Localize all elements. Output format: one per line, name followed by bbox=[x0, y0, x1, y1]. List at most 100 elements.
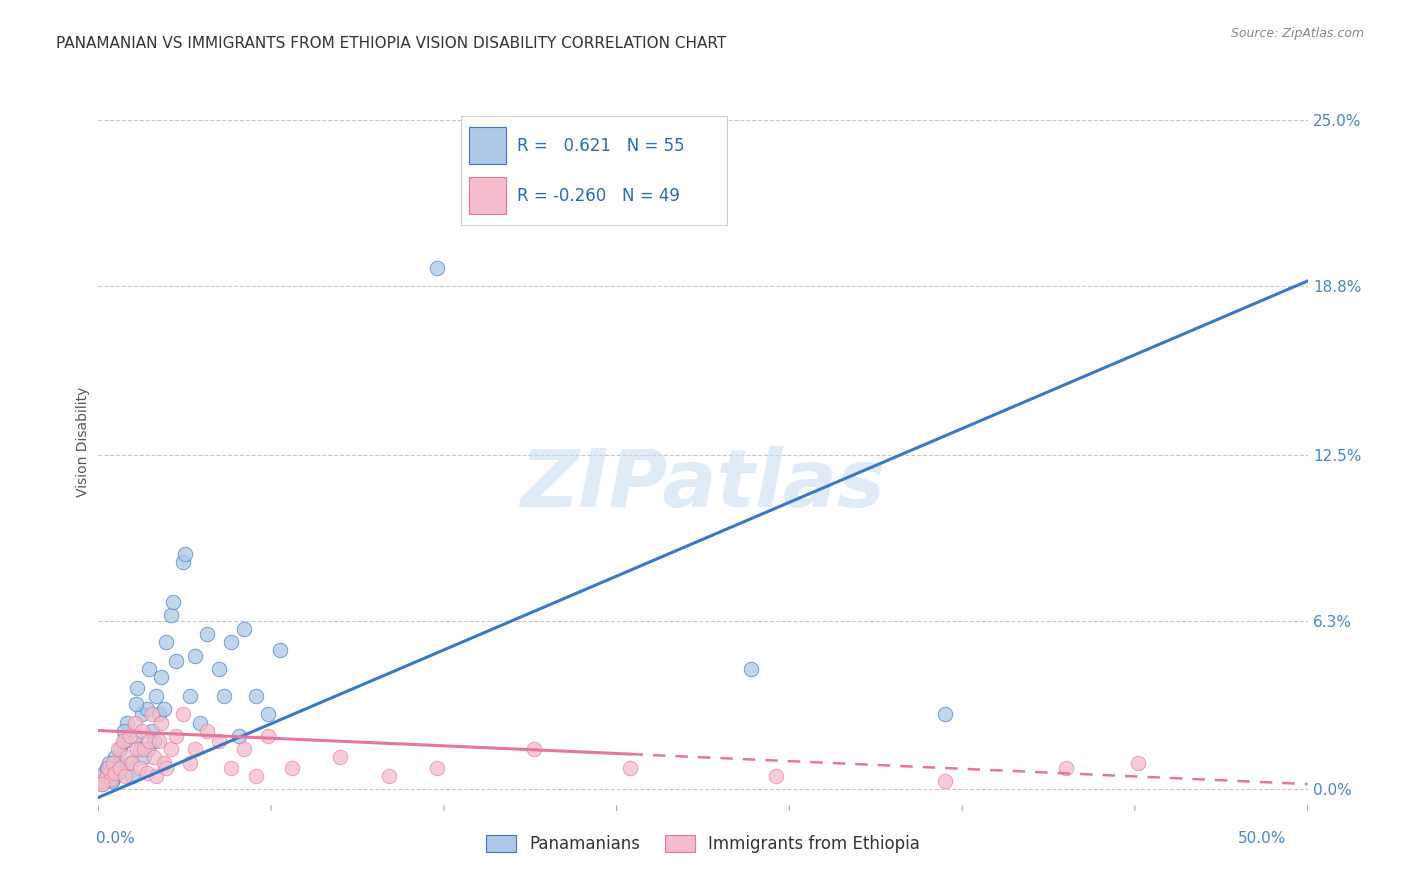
Point bbox=[143, 734, 166, 748]
Point bbox=[152, 756, 174, 770]
Point bbox=[740, 662, 762, 676]
Point bbox=[523, 742, 546, 756]
Text: Source: ZipAtlas.com: Source: ZipAtlas.com bbox=[1230, 27, 1364, 40]
Point bbox=[245, 769, 267, 783]
Text: 50.0%: 50.0% bbox=[1239, 831, 1286, 846]
Point bbox=[114, 769, 136, 783]
Point bbox=[128, 742, 150, 756]
Point bbox=[934, 707, 956, 722]
Point bbox=[256, 729, 278, 743]
Point bbox=[155, 635, 177, 649]
Point bbox=[426, 260, 449, 275]
Point bbox=[111, 758, 134, 772]
Point bbox=[934, 774, 956, 789]
Point bbox=[269, 643, 291, 657]
Point bbox=[765, 769, 787, 783]
Point bbox=[160, 608, 183, 623]
Point bbox=[179, 756, 201, 770]
Point bbox=[131, 707, 153, 722]
Point bbox=[245, 689, 267, 703]
Point bbox=[125, 697, 148, 711]
Point bbox=[117, 715, 139, 730]
Point bbox=[212, 689, 235, 703]
Point bbox=[184, 648, 207, 663]
Point bbox=[150, 670, 173, 684]
Point bbox=[179, 689, 201, 703]
Point bbox=[127, 681, 149, 695]
Point bbox=[619, 761, 641, 775]
Point bbox=[124, 715, 146, 730]
Point bbox=[145, 769, 167, 783]
Point bbox=[256, 707, 278, 722]
Legend: Panamanians, Immigrants from Ethiopia: Panamanians, Immigrants from Ethiopia bbox=[479, 828, 927, 860]
Point bbox=[143, 750, 166, 764]
Point bbox=[91, 777, 114, 791]
Point bbox=[100, 761, 122, 775]
Text: ZIPatlas: ZIPatlas bbox=[520, 446, 886, 524]
Point bbox=[145, 689, 167, 703]
Point bbox=[184, 742, 207, 756]
Point bbox=[329, 750, 352, 764]
Point bbox=[112, 723, 135, 738]
Point bbox=[1054, 761, 1077, 775]
Text: PANAMANIAN VS IMMIGRANTS FROM ETHIOPIA VISION DISABILITY CORRELATION CHART: PANAMANIAN VS IMMIGRANTS FROM ETHIOPIA V… bbox=[56, 36, 727, 51]
Point bbox=[96, 761, 118, 775]
Point bbox=[118, 756, 141, 770]
Point bbox=[150, 715, 173, 730]
Point bbox=[221, 761, 243, 775]
Point bbox=[165, 729, 187, 743]
Point bbox=[165, 654, 187, 668]
Point bbox=[97, 769, 120, 783]
Point bbox=[121, 769, 143, 783]
Point bbox=[100, 772, 122, 786]
Point bbox=[141, 723, 163, 738]
Point bbox=[281, 761, 304, 775]
Point bbox=[104, 766, 127, 780]
Point bbox=[188, 715, 211, 730]
Point bbox=[426, 761, 449, 775]
Point bbox=[148, 707, 170, 722]
Point bbox=[91, 774, 114, 789]
Point bbox=[94, 774, 117, 789]
Text: 0.0%: 0.0% bbox=[96, 831, 135, 846]
Point bbox=[107, 742, 129, 756]
Point bbox=[134, 742, 156, 756]
Point bbox=[152, 702, 174, 716]
Point bbox=[131, 723, 153, 738]
Point bbox=[127, 742, 149, 756]
Point bbox=[101, 756, 124, 770]
Point bbox=[208, 734, 231, 748]
Point bbox=[195, 723, 218, 738]
Point bbox=[148, 734, 170, 748]
Point bbox=[121, 756, 143, 770]
Point bbox=[136, 742, 159, 756]
Point bbox=[208, 662, 231, 676]
Point bbox=[619, 140, 641, 154]
Point bbox=[232, 742, 254, 756]
Point bbox=[155, 761, 177, 775]
Point bbox=[111, 734, 134, 748]
Point bbox=[377, 769, 399, 783]
Point bbox=[104, 750, 127, 764]
Point bbox=[228, 729, 250, 743]
Point bbox=[174, 547, 197, 561]
Point bbox=[91, 777, 114, 791]
Point bbox=[162, 595, 184, 609]
Point bbox=[107, 766, 129, 780]
Point bbox=[118, 729, 141, 743]
Point bbox=[134, 750, 156, 764]
Point bbox=[135, 766, 157, 780]
Point bbox=[101, 772, 124, 786]
Point bbox=[98, 756, 121, 770]
Point bbox=[114, 734, 136, 748]
Point bbox=[221, 635, 243, 649]
Point bbox=[94, 769, 117, 783]
Point bbox=[195, 627, 218, 641]
Point bbox=[108, 742, 131, 756]
Point bbox=[100, 774, 122, 789]
Y-axis label: Vision Disability: Vision Disability bbox=[76, 386, 90, 497]
Point bbox=[172, 555, 194, 569]
Point bbox=[108, 761, 131, 775]
Point bbox=[124, 729, 146, 743]
Point bbox=[97, 761, 120, 775]
